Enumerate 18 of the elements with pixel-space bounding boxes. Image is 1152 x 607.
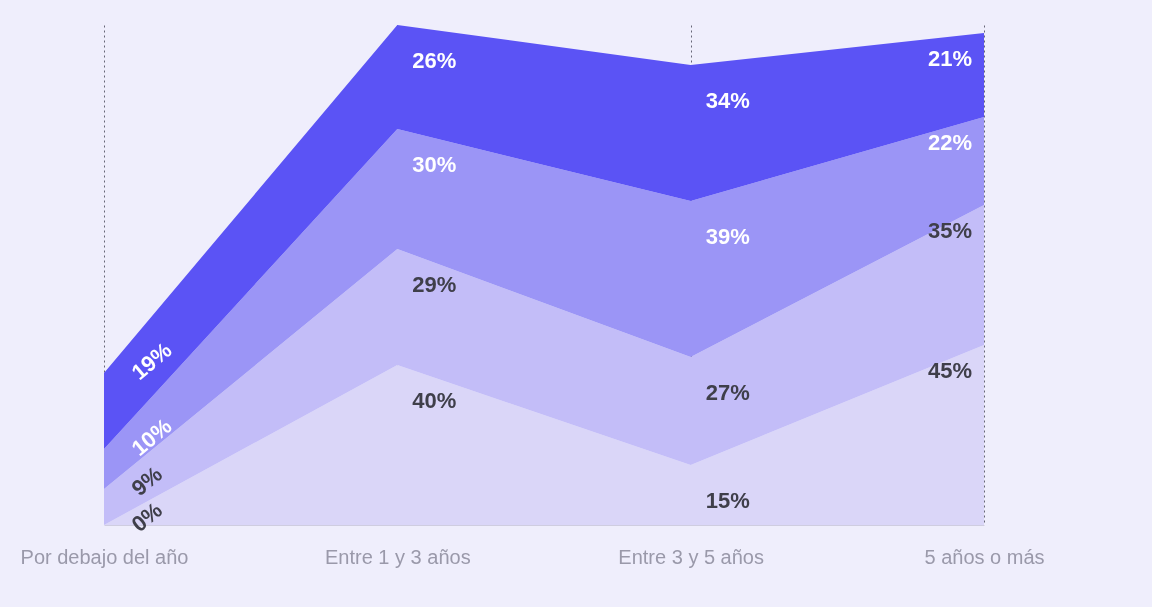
data-label: 40% <box>412 388 457 413</box>
data-label: 21% <box>927 46 972 71</box>
x-tick-label: Entre 3 y 5 años <box>618 545 764 568</box>
data-label: 35% <box>927 218 972 243</box>
x-tick-label: Entre 1 y 3 años <box>325 545 471 568</box>
data-label: 34% <box>705 88 750 113</box>
data-label: 29% <box>412 272 457 297</box>
data-label: 15% <box>705 488 750 513</box>
data-label: 30% <box>412 152 457 177</box>
data-label: 22% <box>927 130 972 155</box>
data-label: 19% <box>126 337 177 385</box>
data-label: 10% <box>126 413 177 461</box>
x-tick-label: 5 años o más <box>924 545 1045 568</box>
x-tick-label: Por debajo del año <box>20 545 189 568</box>
data-label: 39% <box>705 224 750 249</box>
data-label: 45% <box>927 358 972 383</box>
data-label: 26% <box>412 48 457 73</box>
data-label: 27% <box>705 380 750 405</box>
